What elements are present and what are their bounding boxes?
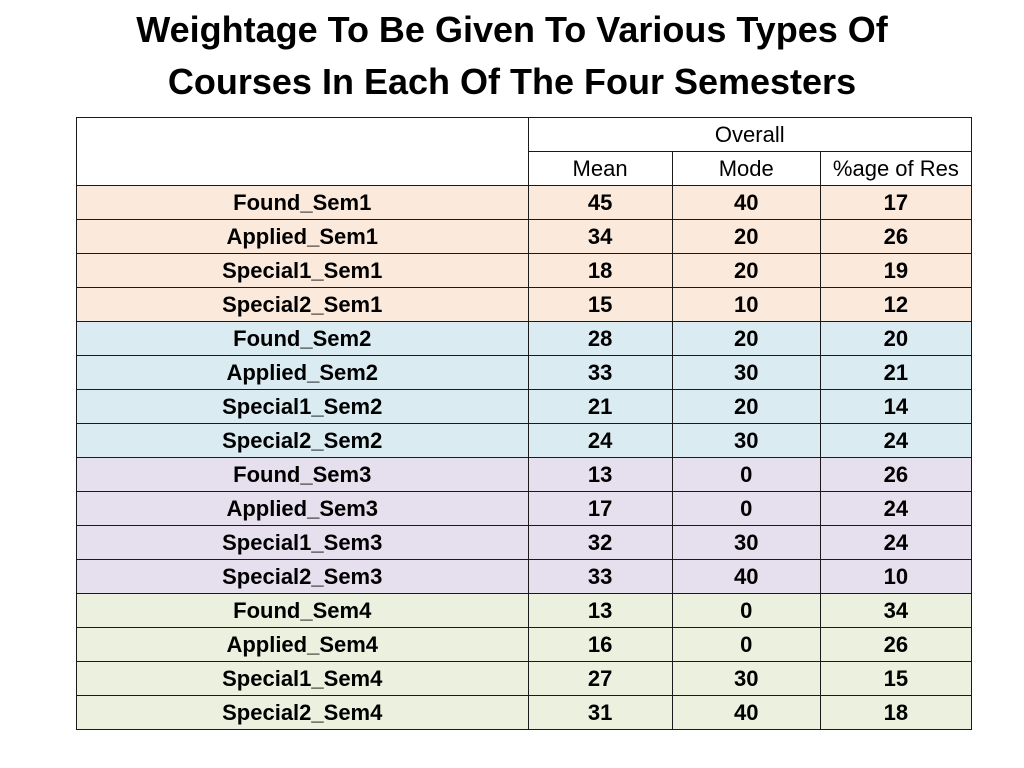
table-row: Special2_Sem3 33 40 10 <box>76 559 973 594</box>
table-row: Found_Sem1 45 40 17 <box>76 185 973 220</box>
pct-cell: 17 <box>819 185 973 220</box>
mode-cell: 0 <box>671 627 821 662</box>
row-label: Special1_Sem4 <box>76 661 529 696</box>
mode-cell: 20 <box>671 219 821 254</box>
mean-cell: 18 <box>527 253 673 288</box>
pct-cell: 26 <box>819 627 973 662</box>
title-line-2: Courses In Each Of The Four Semesters <box>167 61 857 102</box>
row-label: Applied_Sem1 <box>76 219 529 254</box>
mode-cell: 20 <box>671 389 821 424</box>
mode-cell: 0 <box>671 593 821 628</box>
table-row: Special2_Sem1 15 10 12 <box>76 287 973 322</box>
mode-cell: 40 <box>671 695 821 730</box>
pct-cell: 20 <box>819 321 973 356</box>
table-row: Applied_Sem2 33 30 21 <box>76 355 973 390</box>
pct-cell: 18 <box>819 695 973 730</box>
table-row: Special1_Sem1 18 20 19 <box>76 253 973 288</box>
group-header-overall: Overall <box>527 117 972 152</box>
header-row-group: Overall <box>76 117 972 186</box>
mean-cell: 33 <box>527 355 673 390</box>
mode-cell: 40 <box>671 185 821 220</box>
table-row: Found_Sem4 13 0 34 <box>76 593 973 628</box>
row-label: Special1_Sem2 <box>76 389 529 424</box>
row-label: Found_Sem4 <box>76 593 529 628</box>
table-row: Special2_Sem2 24 30 24 <box>76 423 973 458</box>
table-row: Special2_Sem4 31 40 18 <box>76 695 973 730</box>
mean-cell: 32 <box>527 525 673 560</box>
pct-cell: 24 <box>819 423 973 458</box>
mode-cell: 20 <box>671 253 821 288</box>
table-row: Applied_Sem3 17 0 24 <box>76 491 973 526</box>
mean-cell: 28 <box>527 321 673 356</box>
mean-cell: 16 <box>527 627 673 662</box>
pct-cell: 19 <box>819 253 973 288</box>
row-label: Found_Sem3 <box>76 457 529 492</box>
weightage-table: Overall Mean Mode %age of Res Found_Sem1… <box>76 117 973 730</box>
table-row: Special1_Sem3 32 30 24 <box>76 525 973 560</box>
pct-cell: 34 <box>819 593 973 628</box>
mode-cell: 0 <box>671 491 821 526</box>
table-row: Applied_Sem1 34 20 26 <box>76 219 973 254</box>
pct-cell: 10 <box>819 559 973 594</box>
mean-cell: 33 <box>527 559 673 594</box>
pct-cell: 24 <box>819 525 973 560</box>
table-row: Applied_Sem4 16 0 26 <box>76 627 973 662</box>
table-row: Special1_Sem4 27 30 15 <box>76 661 973 696</box>
row-label: Special2_Sem3 <box>76 559 529 594</box>
mode-cell: 30 <box>671 525 821 560</box>
row-label: Special1_Sem1 <box>76 253 529 288</box>
mean-cell: 13 <box>527 457 673 492</box>
pct-cell: 26 <box>819 457 973 492</box>
row-label: Applied_Sem4 <box>76 627 529 662</box>
mode-cell: 40 <box>671 559 821 594</box>
mode-cell: 20 <box>671 321 821 356</box>
mean-cell: 13 <box>527 593 673 628</box>
mean-cell: 31 <box>527 695 673 730</box>
mode-cell: 0 <box>671 457 821 492</box>
title-line-1: Weightage To Be Given To Various Types O… <box>136 9 888 50</box>
mean-cell: 34 <box>527 219 673 254</box>
slide-title: Weightage To Be Given To Various Types O… <box>0 4 1024 108</box>
header-row-columns: Mean Mode %age of Res <box>77 151 973 186</box>
pct-cell: 21 <box>819 355 973 390</box>
mode-cell: 30 <box>671 355 821 390</box>
column-header-mean: Mean <box>527 151 673 186</box>
pct-cell: 26 <box>819 219 973 254</box>
mean-cell: 45 <box>527 185 673 220</box>
pct-cell: 12 <box>819 287 973 322</box>
mean-cell: 24 <box>527 423 673 458</box>
pct-cell: 24 <box>819 491 973 526</box>
row-label: Special2_Sem1 <box>76 287 529 322</box>
mean-cell: 17 <box>527 491 673 526</box>
mean-cell: 21 <box>527 389 673 424</box>
row-label: Special2_Sem2 <box>76 423 529 458</box>
table-row: Found_Sem2 28 20 20 <box>76 321 973 356</box>
column-header-pct: %age of Res <box>819 151 973 186</box>
table-row: Found_Sem3 13 0 26 <box>76 457 973 492</box>
row-label: Applied_Sem3 <box>76 491 529 526</box>
row-label: Special1_Sem3 <box>76 525 529 560</box>
pct-cell: 14 <box>819 389 973 424</box>
column-header-mode: Mode <box>671 151 821 186</box>
row-label: Special2_Sem4 <box>76 695 529 730</box>
mode-cell: 30 <box>671 661 821 696</box>
row-label: Applied_Sem2 <box>76 355 529 390</box>
mean-cell: 15 <box>527 287 673 322</box>
mode-cell: 10 <box>671 287 821 322</box>
mode-cell: 30 <box>671 423 821 458</box>
table-body: Overall Mean Mode %age of Res Found_Sem1… <box>76 117 973 730</box>
corner-cell <box>76 117 529 186</box>
row-label: Found_Sem2 <box>76 321 529 356</box>
pct-cell: 15 <box>819 661 973 696</box>
row-label: Found_Sem1 <box>76 185 529 220</box>
mean-cell: 27 <box>527 661 673 696</box>
table-row: Special1_Sem2 21 20 14 <box>76 389 973 424</box>
